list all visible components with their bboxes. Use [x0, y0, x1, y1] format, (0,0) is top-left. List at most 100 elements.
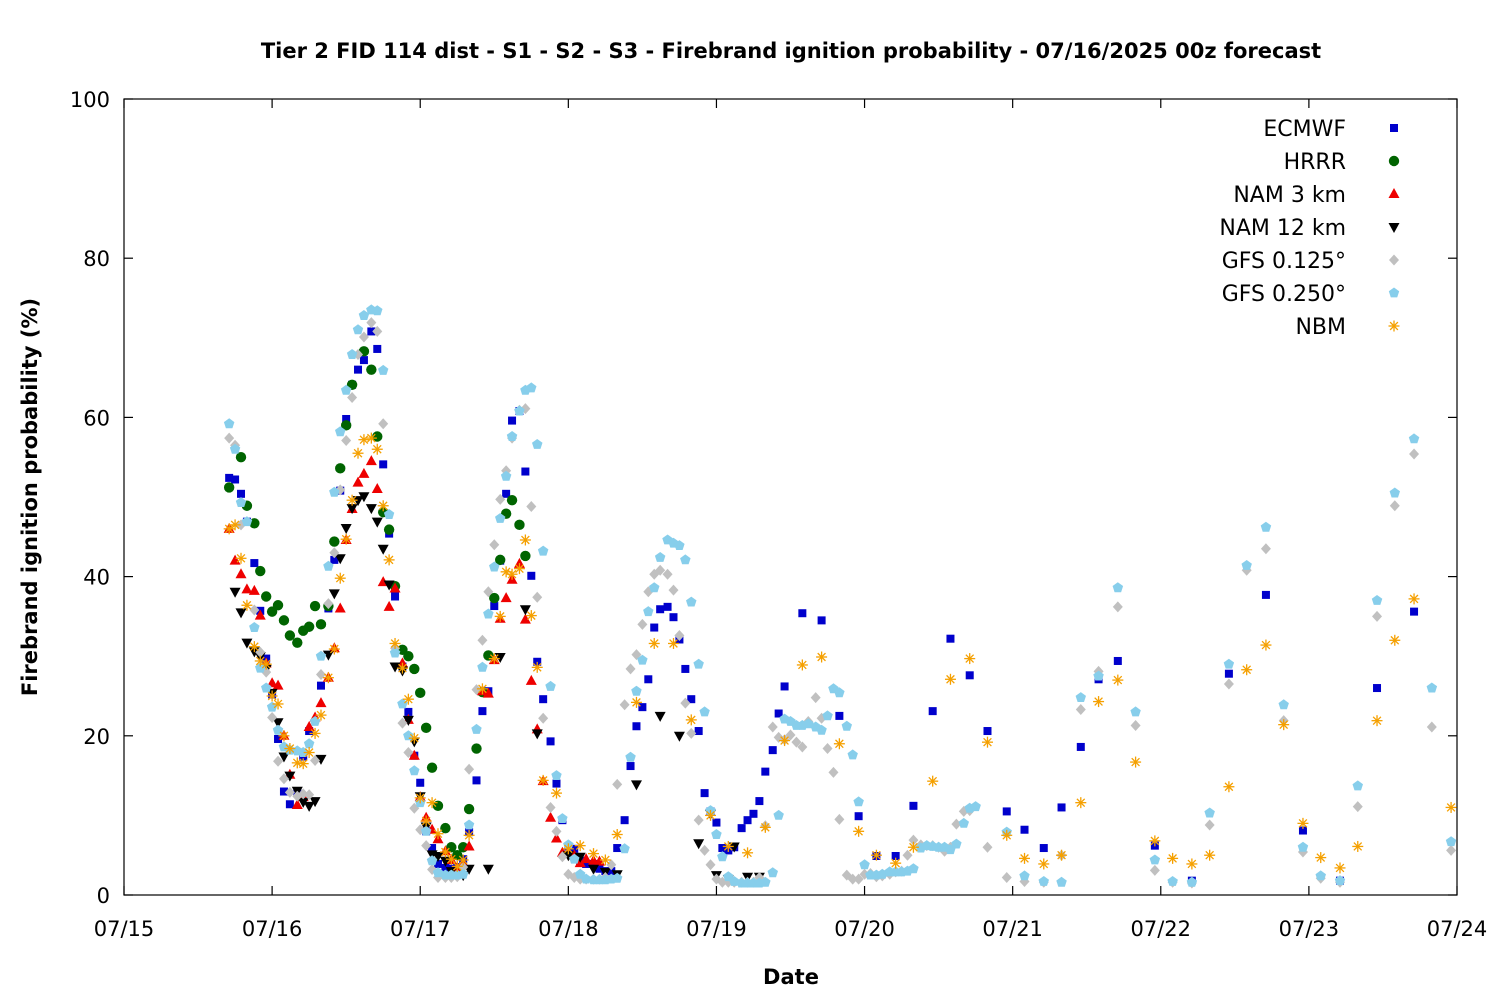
data-point [687, 695, 696, 704]
data-point [619, 843, 630, 854]
data-point [272, 718, 284, 729]
data-point [352, 476, 364, 487]
data-point [693, 839, 705, 850]
data-point [749, 809, 758, 818]
data-point [255, 662, 266, 673]
data-point [1445, 836, 1457, 847]
data-point [495, 513, 506, 523]
x-tick-label: 07/23 [1279, 917, 1340, 941]
data-point [607, 867, 616, 876]
data-point [737, 824, 746, 833]
data-point [728, 842, 740, 853]
y-tick-label: 0 [97, 884, 110, 908]
data-point [389, 637, 401, 649]
data-point [902, 849, 913, 861]
data-point [408, 732, 420, 744]
data-point [1019, 870, 1030, 881]
data-point [513, 563, 525, 575]
data-point [525, 674, 537, 685]
data-point [891, 851, 900, 860]
data-point [673, 731, 685, 742]
data-point [328, 643, 340, 655]
data-point [669, 613, 678, 622]
data-point [1039, 844, 1048, 853]
data-point [254, 655, 266, 667]
data-point [1075, 797, 1087, 809]
data-point [266, 677, 278, 688]
data-point [538, 712, 549, 724]
data-point [403, 651, 414, 662]
data-point [229, 519, 241, 531]
data-point [457, 854, 469, 866]
data-point [408, 749, 420, 760]
data-point [409, 765, 420, 776]
data-point [774, 709, 783, 718]
data-point [613, 844, 622, 853]
data-point [494, 610, 506, 622]
data-point [1223, 658, 1235, 669]
data-point [377, 544, 389, 555]
data-point [346, 349, 358, 359]
data-point [241, 516, 253, 527]
data-point [870, 849, 882, 861]
data-point [389, 647, 401, 658]
data-point [315, 709, 327, 721]
data-point [958, 817, 969, 828]
data-point [791, 736, 802, 748]
data-point [365, 504, 377, 515]
data-point [298, 788, 309, 800]
data-point [1112, 601, 1123, 613]
data-point [582, 859, 591, 868]
x-tick-label: 07/20 [834, 917, 895, 941]
data-point [1261, 590, 1270, 599]
data-point [619, 699, 630, 711]
series-ecmwf [225, 327, 1419, 885]
data-point [441, 863, 450, 872]
data-point [631, 685, 642, 696]
data-point [662, 568, 673, 580]
data-point [378, 364, 389, 375]
data-point [235, 452, 247, 463]
legend-label: NBM [1295, 315, 1346, 340]
data-point [432, 828, 444, 840]
data-point [420, 722, 432, 734]
data-point [520, 550, 531, 562]
data-point [472, 776, 481, 785]
data-point [1186, 876, 1198, 887]
data-point [346, 494, 358, 506]
data-point [637, 618, 648, 630]
data-point [773, 809, 784, 820]
data-point [982, 841, 993, 853]
data-point [335, 426, 346, 437]
data-point [266, 690, 278, 702]
data-point [291, 799, 303, 810]
data-point [711, 829, 722, 839]
chart-title: Tier 2 FID 114 dist - S1 - S2 - S3 - Fir… [261, 39, 1321, 63]
data-point [717, 851, 728, 862]
data-point [352, 447, 364, 459]
data-point [759, 821, 771, 833]
data-point [366, 317, 377, 329]
legend-label: HRRR [1284, 150, 1346, 175]
data-point [537, 774, 549, 786]
data-point [1446, 844, 1457, 856]
data-point [402, 715, 414, 726]
y-tick-label: 20 [83, 725, 110, 749]
data-point [668, 584, 679, 596]
data-point [712, 818, 721, 827]
data-point [389, 582, 401, 593]
data-point [1113, 656, 1122, 665]
data-point [352, 324, 364, 335]
data-point [315, 754, 327, 765]
data-point [693, 658, 704, 669]
data-point [1297, 817, 1309, 829]
data-point [612, 872, 623, 883]
data-point [700, 789, 709, 798]
data-point [729, 876, 740, 886]
data-point [743, 816, 752, 825]
data-point [249, 604, 260, 616]
data-point [1278, 699, 1289, 710]
data-point [796, 659, 808, 671]
data-point [1389, 634, 1401, 646]
x-tick-label: 07/24 [1427, 917, 1488, 941]
